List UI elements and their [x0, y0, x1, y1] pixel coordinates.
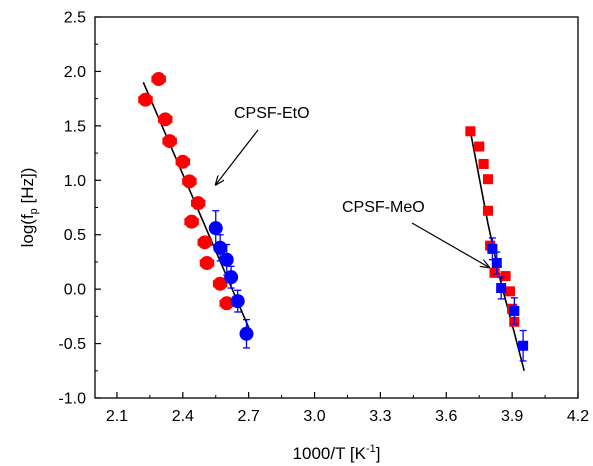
y-tick-label: 2.5: [64, 10, 86, 27]
y-tick-label: 1.5: [64, 118, 86, 135]
data-point: [504, 286, 515, 297]
data-point: [500, 271, 511, 282]
data-point: [478, 158, 489, 169]
y-tick-label: 1.0: [64, 173, 86, 190]
annotations: CPSF-EtO CPSF-MeO: [216, 105, 489, 267]
x-tick-label: 4.2: [567, 408, 589, 425]
data-point: [184, 214, 199, 229]
data-point: [219, 296, 234, 311]
x-tick-label: 2.4: [172, 408, 194, 425]
data-point: [239, 326, 254, 341]
data-point: [224, 270, 239, 285]
ticks: 2.1 2.4 2.7 3.0 3.3 3.6 3.9 4.2 -1.0 -0.5 0.0 0.5 1.…: [58, 10, 589, 426]
data-point: [199, 256, 214, 271]
fit-lines: [142, 81, 525, 372]
annotation-label: CPSF-EtO: [234, 105, 310, 122]
data-point: [213, 240, 228, 255]
data-point: [496, 283, 507, 294]
data-point: [489, 267, 500, 278]
data-point: [162, 134, 177, 149]
data-point: [518, 340, 529, 351]
data-point: [213, 276, 228, 291]
data-point: [482, 205, 493, 216]
data-point: [158, 112, 173, 127]
data-point: [482, 174, 493, 185]
data-point: [197, 235, 212, 250]
data-point: [491, 258, 502, 269]
data-point: [219, 252, 234, 267]
y-axis-label: log(fp [Hz]): [18, 168, 40, 248]
y-tick-label: 0.5: [64, 227, 86, 244]
data-point: [182, 174, 197, 189]
data-point: [138, 92, 153, 107]
x-tick-label: 2.1: [106, 408, 128, 425]
y-tick-label: 2.0: [64, 64, 86, 81]
x-tick-label: 3.3: [369, 408, 391, 425]
x-axis-label: 1000/T [K-1]: [293, 443, 381, 463]
y-tick-label: 0.0: [64, 282, 86, 299]
data-point: [151, 72, 166, 87]
x-tick-label: 3.9: [501, 408, 523, 425]
annotation-arrow: [411, 222, 489, 267]
data-point: [465, 126, 476, 137]
x-tick-label: 2.7: [238, 408, 260, 425]
data-point: [487, 243, 498, 254]
data-point: [175, 154, 190, 169]
data-point: [191, 196, 206, 211]
data-point: [208, 221, 223, 236]
annotation-arrow: [216, 129, 259, 185]
y-tick-label: -1.0: [58, 391, 86, 408]
data-points: [138, 72, 529, 362]
data-point: [474, 141, 485, 152]
y-tick-label: -0.5: [58, 336, 86, 353]
x-tick-label: 3.6: [435, 408, 457, 425]
x-tick-label: 3.0: [303, 408, 325, 425]
data-point: [230, 294, 245, 309]
data-point: [509, 305, 520, 316]
annotation-label: CPSF-MeO: [342, 199, 425, 216]
plot-frame: [94, 16, 579, 399]
